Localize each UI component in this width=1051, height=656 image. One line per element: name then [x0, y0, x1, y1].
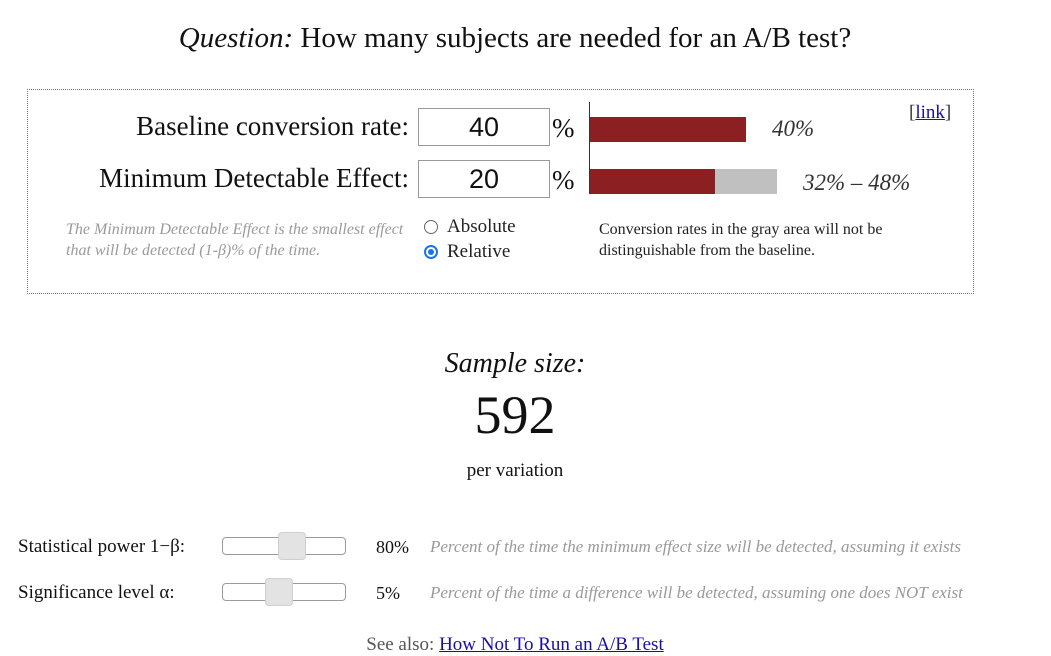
significance-label: Significance level α: [18, 582, 175, 603]
absolute-radio[interactable] [424, 220, 438, 234]
question-prefix: Question: [178, 22, 294, 54]
absolute-option[interactable]: Absolute [424, 216, 516, 238]
per-variation-label: per variation [466, 460, 564, 481]
mde-bar-label: 32% – 48% [803, 170, 911, 195]
relative-option[interactable]: Relative [424, 241, 510, 263]
absolute-label: Absolute [447, 216, 516, 237]
sample-size-title: Sample size: [444, 348, 586, 379]
power-description: Percent of the time the minimum effect s… [430, 537, 961, 556]
significance-value: 5% [376, 583, 400, 603]
mde-bar-detectable [590, 169, 715, 194]
significance-description: Percent of the time a difference will be… [430, 583, 963, 602]
gray-area-note: Conversion rates in the gray area will n… [599, 221, 883, 259]
footer-link[interactable]: How Not To Run an A/B Test [439, 634, 664, 655]
baseline-input[interactable]: 40 [418, 108, 550, 146]
page-title: Question: How many subjects are needed f… [0, 22, 1030, 55]
bar-axis-line [589, 102, 590, 194]
sample-size-value: 592 [474, 385, 556, 445]
mde-input[interactable]: 20 [418, 160, 550, 198]
footer: See also: How Not To Run an A/B Test [0, 634, 1030, 656]
power-label: Statistical power 1−β: [18, 536, 186, 557]
permalink-link[interactable]: link [915, 102, 945, 123]
mde-bar-gray-area [714, 169, 778, 194]
mde-unit: % [552, 165, 575, 195]
mde-note: The Minimum Detectable Effect is the sma… [66, 221, 404, 259]
baseline-bar [590, 117, 746, 142]
relative-label: Relative [447, 241, 511, 262]
significance-slider-thumb[interactable] [265, 578, 294, 606]
link-bracket-close: ] [944, 102, 952, 123]
link-bracket-open: [ [909, 102, 916, 123]
footer-prefix: See also: [366, 634, 435, 655]
power-slider-thumb[interactable] [277, 532, 306, 560]
mde-label: Minimum Detectable Effect: [99, 163, 409, 193]
baseline-bar-label: 40% [772, 116, 815, 141]
baseline-unit: % [552, 113, 575, 143]
relative-radio[interactable] [424, 245, 438, 259]
link-wrapper: [link] [909, 102, 951, 124]
input-panel [27, 89, 974, 294]
question-text: How many subjects are needed for an A/B … [300, 22, 852, 54]
baseline-label: Baseline conversion rate: [136, 111, 409, 141]
power-value: 80% [376, 537, 409, 557]
